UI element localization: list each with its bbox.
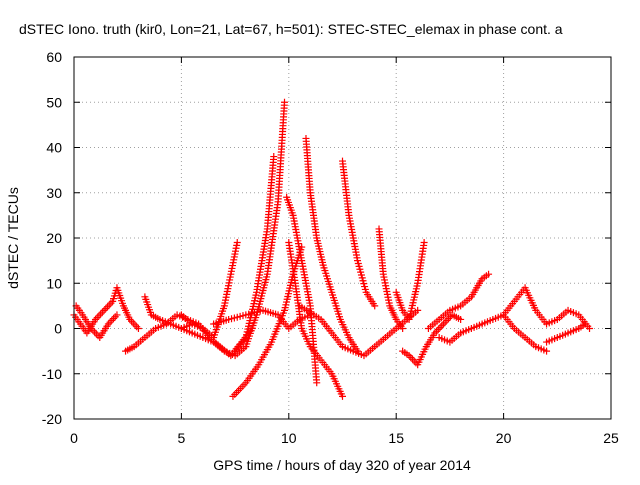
- series-13: [296, 302, 422, 360]
- data-point: [89, 326, 97, 334]
- data-point: [420, 239, 428, 247]
- plot-frame: [73, 56, 612, 420]
- series-16: [399, 311, 465, 369]
- data-point: [438, 322, 446, 330]
- series-5: [177, 98, 289, 360]
- series-12: [339, 157, 379, 310]
- data-point: [100, 306, 108, 314]
- data-point: [439, 320, 447, 328]
- series-1: [72, 302, 121, 342]
- y-tick-label: -10: [42, 366, 62, 382]
- x-tick-label: 20: [496, 430, 512, 446]
- data-point: [93, 314, 101, 322]
- x-tick-label: 10: [281, 430, 297, 446]
- data-point: [270, 153, 278, 161]
- data-point: [108, 316, 116, 324]
- y-tick-label: 30: [46, 185, 62, 201]
- data-point: [134, 325, 142, 332]
- data-point: [586, 325, 594, 332]
- y-tick-labels: -20 -10 0 10 20 30 40 50 60: [42, 49, 62, 427]
- y-tick-label: 0: [54, 321, 62, 337]
- data-point: [313, 379, 321, 387]
- series-17: [424, 270, 493, 332]
- data-point: [441, 318, 449, 326]
- x-axis-label: GPS time / hours of day 320 of year 2014: [213, 457, 471, 473]
- data-point: [399, 325, 407, 332]
- chart-title: dSTEC Iono. truth (kir0, Lon=21, Lat=67,…: [19, 21, 563, 37]
- x-tick-label: 25: [603, 430, 619, 446]
- data-point: [98, 308, 106, 316]
- data-point: [409, 355, 417, 363]
- series-10: [285, 239, 346, 400]
- series-4: [177, 239, 241, 342]
- series-9: [283, 193, 321, 387]
- data-point: [97, 310, 105, 318]
- x-tick-labels: 0 5 10 15 20 25: [70, 430, 619, 446]
- data-point: [113, 311, 121, 319]
- series-0: [70, 284, 142, 337]
- y-tick-label: 60: [46, 49, 62, 65]
- data-series: [70, 98, 594, 400]
- x-tick-label: 5: [178, 430, 186, 446]
- y-tick-label: 20: [46, 230, 62, 246]
- data-point: [104, 303, 112, 311]
- series-15: [392, 239, 428, 323]
- data-point: [133, 323, 141, 331]
- data-point: [436, 324, 444, 332]
- series-14: [375, 225, 407, 332]
- data-point: [129, 319, 137, 327]
- data-point: [233, 239, 241, 247]
- data-point: [91, 328, 99, 336]
- x-tick-label: 0: [70, 430, 78, 446]
- data-point: [414, 306, 422, 314]
- series-20: [543, 320, 589, 346]
- y-tick-label: -20: [42, 411, 62, 427]
- data-point: [92, 330, 100, 338]
- series-8: [229, 243, 306, 400]
- y-tick-label: 40: [46, 140, 62, 156]
- data-point: [457, 315, 465, 323]
- data-point: [105, 301, 113, 309]
- series-18: [435, 311, 551, 355]
- data-point: [95, 312, 103, 320]
- data-point: [434, 325, 442, 333]
- data-point: [131, 321, 139, 329]
- data-point: [110, 315, 118, 323]
- data-point: [106, 318, 114, 326]
- y-axis-label: dSTEC / TECUs: [5, 187, 21, 289]
- series-19: [500, 284, 594, 332]
- y-tick-label: 50: [46, 94, 62, 110]
- grid: [74, 57, 611, 419]
- data-point: [371, 302, 379, 310]
- series-11: [302, 134, 362, 355]
- data-point: [581, 320, 589, 328]
- y-tick-label: 10: [46, 275, 62, 291]
- data-point: [543, 347, 551, 355]
- x-tick-label: 15: [388, 430, 404, 446]
- series-3: [141, 293, 196, 332]
- data-point: [407, 353, 415, 361]
- data-point: [102, 305, 110, 313]
- data-point: [410, 357, 418, 365]
- series-7: [210, 306, 314, 332]
- data-point: [339, 392, 346, 400]
- data-point: [111, 313, 119, 321]
- data-point: [281, 98, 289, 106]
- data-point: [485, 270, 493, 278]
